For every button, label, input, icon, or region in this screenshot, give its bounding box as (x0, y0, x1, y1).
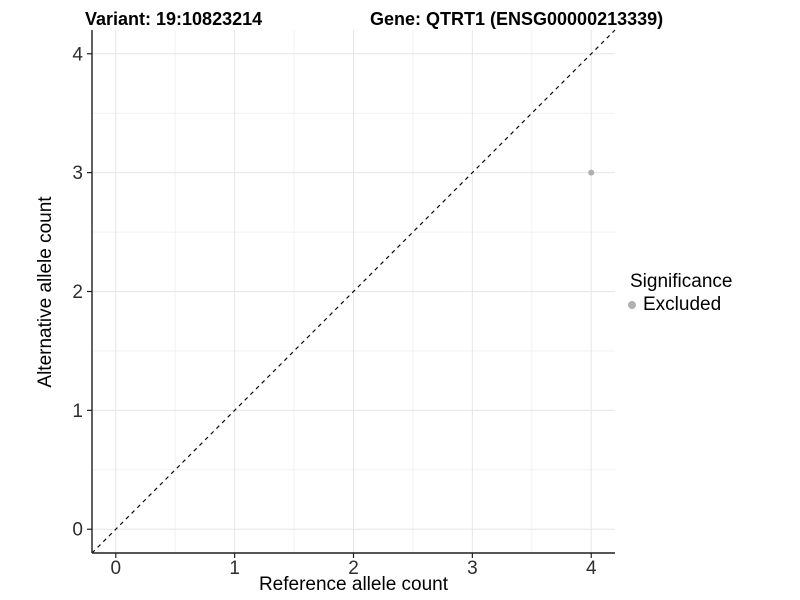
legend-item-label: Excluded (643, 294, 722, 315)
legend-title: Significance (630, 271, 733, 292)
x-tick-label: 4 (586, 558, 597, 579)
y-tick-label: 2 (72, 282, 83, 303)
excluded-point-icon (628, 301, 636, 309)
y-tick-label: 4 (72, 44, 83, 65)
y-tick-label: 3 (72, 163, 83, 184)
x-tick-label: 0 (110, 558, 121, 579)
variant-title: Variant: 19:10823214 (85, 9, 263, 29)
x-axis-title: Reference allele count (258, 574, 449, 595)
y-axis-title: Alternative allele count (35, 196, 56, 388)
x-tick-label: 1 (229, 558, 240, 579)
legend-item-excluded: Excluded (628, 294, 732, 316)
legend: Significance Excluded (628, 270, 732, 316)
gene-title: Gene: QTRT1 (ENSG00000213339) (370, 9, 664, 29)
identity-line (91, 29, 616, 554)
y-tick-label: 1 (72, 401, 83, 422)
x-tick-label: 3 (467, 558, 478, 579)
data-point (588, 169, 595, 176)
y-tick-label: 0 (72, 520, 83, 541)
x-tick-label: 2 (348, 558, 359, 579)
